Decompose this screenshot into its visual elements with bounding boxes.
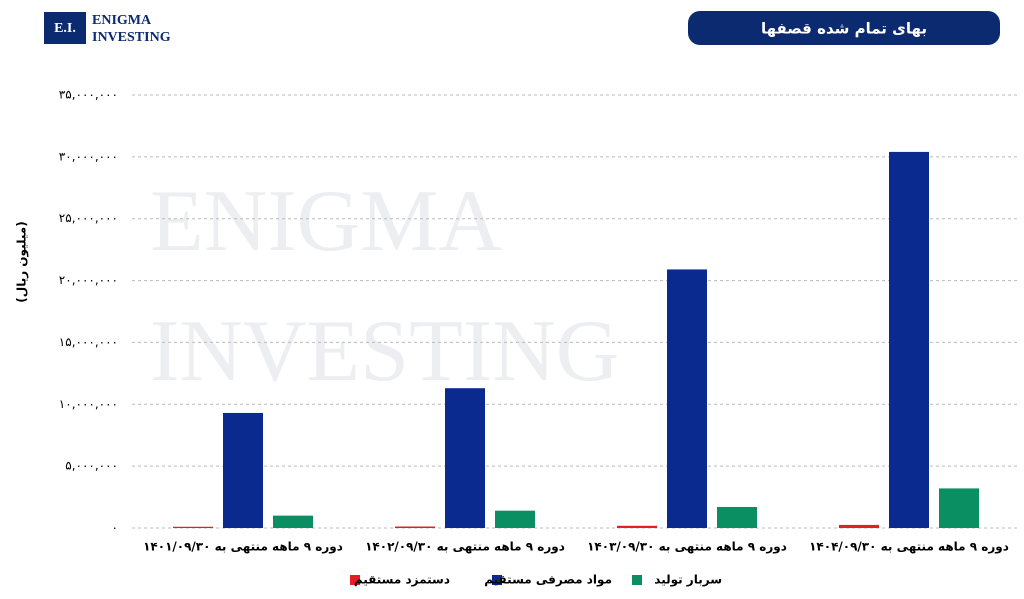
legend-swatch: [350, 575, 360, 585]
bar: [495, 510, 535, 528]
logo-text: INVESTING: [92, 30, 171, 45]
watermark: INVESTING: [150, 303, 619, 400]
y-tick-label: ۱۵,۰۰۰,۰۰۰: [59, 335, 118, 349]
y-tick-label: ۵,۰۰۰,۰۰۰: [65, 459, 118, 473]
bar: [445, 388, 485, 528]
legend-label: سربار تولید: [654, 573, 722, 588]
y-tick-label: ۱۰,۰۰۰,۰۰۰: [59, 397, 118, 411]
logo-text: ENIGMA: [92, 13, 152, 28]
bar: [889, 151, 929, 528]
legend-swatch: [492, 575, 502, 585]
bar: [273, 515, 313, 528]
y-tick-label: ۲۰,۰۰۰,۰۰۰: [59, 273, 118, 287]
bar: [667, 269, 707, 528]
x-tick-label: دوره ۹ ماهه منتهی به ۱۴۰۱/۰۹/۳۰: [143, 540, 343, 555]
chart-title: بهای تمام شده قصفها: [761, 20, 927, 38]
legend-label: مواد مصرفی مستقیم: [484, 573, 612, 588]
bar: [839, 524, 879, 528]
watermark: ENIGMA: [150, 173, 502, 270]
x-tick-label: دوره ۹ ماهه منتهی به ۱۴۰۲/۰۹/۳۰: [365, 540, 565, 555]
legend-label: دستمزد مستقیم: [354, 573, 450, 587]
title-box: [688, 11, 1000, 45]
x-tick-label: دوره ۹ ماهه منتهی به ۱۴۰۳/۰۹/۳۰: [587, 540, 787, 555]
bar: [395, 526, 435, 528]
bar: [717, 506, 757, 528]
bar: [939, 488, 979, 528]
y-tick-label: ۲۵,۰۰۰,۰۰۰: [59, 211, 118, 225]
bar: [223, 412, 263, 528]
bar: [617, 525, 657, 528]
legend-swatch: [632, 575, 642, 585]
y-tick-label: ۳۰,۰۰۰,۰۰۰: [59, 149, 118, 163]
bar: [173, 526, 213, 528]
logo-box: [44, 12, 86, 44]
logo-mark: E.I.: [54, 21, 76, 36]
y-tick-label: ۰: [112, 521, 118, 535]
x-tick-label: دوره ۹ ماهه منتهی به ۱۴۰۴/۰۹/۳۰: [809, 540, 1009, 555]
y-tick-label: ۳۵,۰۰۰,۰۰۰: [59, 88, 118, 102]
y-axis-label: (میلیون ریال): [15, 221, 30, 302]
